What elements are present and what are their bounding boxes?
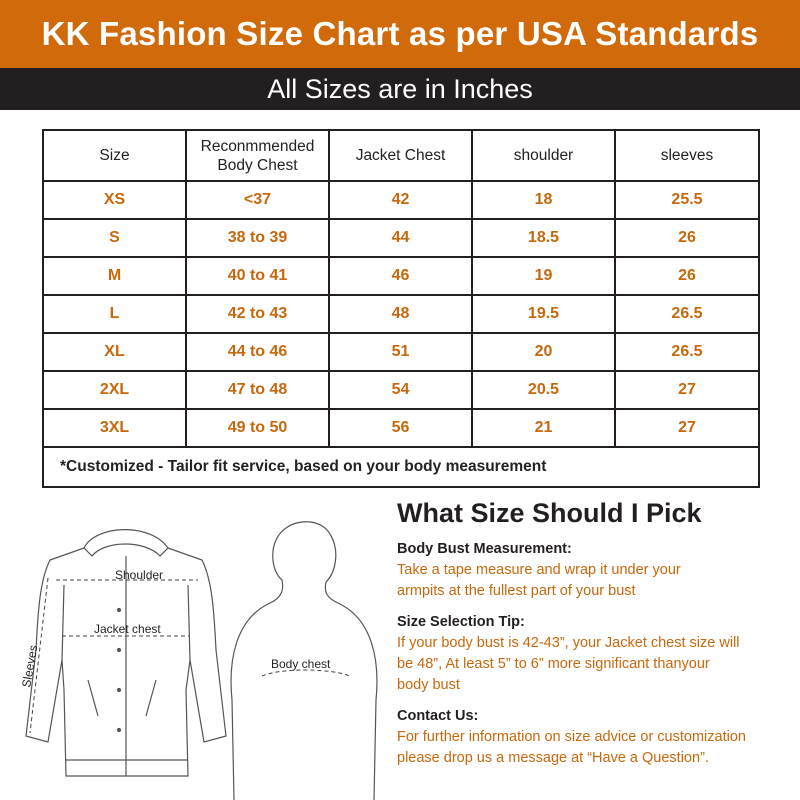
table-row: L 42 to 43 48 19.5 26.5 bbox=[42, 294, 760, 334]
shoulder-cell: 19 bbox=[471, 256, 616, 296]
table-row: M 40 to 41 46 19 26 bbox=[42, 256, 760, 296]
jacket-chest-cell: 51 bbox=[328, 332, 473, 372]
section-body: Take a tape measure and wrap it under yo… bbox=[397, 560, 797, 602]
shoulder-cell: 20.5 bbox=[471, 370, 616, 410]
column-header-body-chest: Reconmmended Body Chest bbox=[185, 129, 330, 182]
size-chart-table: Size Reconmmended Body Chest Jacket Ches… bbox=[42, 129, 760, 488]
sleeves-measure-line bbox=[29, 577, 49, 734]
body-chest-measure-line bbox=[261, 669, 351, 677]
size-cell: XS bbox=[42, 180, 187, 220]
table-note-row: *Customized - Tailor fit service, based … bbox=[42, 446, 760, 488]
advice-title: What Size Should I Pick bbox=[397, 498, 702, 528]
body-chest-label: Body chest bbox=[271, 657, 331, 671]
jacket-chest-cell: 44 bbox=[328, 218, 473, 258]
shoulder-label: Shoulder bbox=[115, 568, 163, 582]
jacket-body-outline bbox=[25, 547, 227, 777]
shoulder-cell: 20 bbox=[471, 332, 616, 372]
table-row: S 38 to 39 44 18.5 26 bbox=[42, 218, 760, 258]
jacket-chest-cell: 42 bbox=[328, 180, 473, 220]
column-header-sleeves: sleeves bbox=[614, 129, 760, 182]
subtitle-banner: All Sizes are in Inches bbox=[0, 68, 800, 110]
sleeves-cell: 26 bbox=[614, 218, 760, 258]
size-cell: L bbox=[42, 294, 187, 334]
table-row: 2XL 47 to 48 54 20.5 27 bbox=[42, 370, 760, 410]
shoulder-cell: 18 bbox=[471, 180, 616, 220]
jacket-collar bbox=[83, 529, 169, 557]
customization-note: *Customized - Tailor fit service, based … bbox=[42, 446, 760, 488]
body-silhouette-outline bbox=[230, 521, 378, 800]
size-cell: 2XL bbox=[42, 370, 187, 410]
column-header-size: Size bbox=[42, 129, 187, 182]
sleeves-cell: 25.5 bbox=[614, 180, 760, 220]
column-header-jacket-chest: Jacket Chest bbox=[328, 129, 473, 182]
section-heading: Body Bust Measurement: bbox=[397, 541, 572, 557]
shoulder-cell: 19.5 bbox=[471, 294, 616, 334]
sleeves-label: Sleeves bbox=[19, 644, 40, 688]
size-tip-section: Size Selection Tip: If your body bust is… bbox=[397, 614, 797, 696]
title-banner: KK Fashion Size Chart as per USA Standar… bbox=[0, 0, 800, 68]
jacket-chest-cell: 48 bbox=[328, 294, 473, 334]
shoulder-cell: 18.5 bbox=[471, 218, 616, 258]
jacket-measure-lines bbox=[29, 577, 198, 734]
body-chest-cell: 49 to 50 bbox=[185, 408, 330, 448]
size-cell: 3XL bbox=[42, 408, 187, 448]
size-cell: S bbox=[42, 218, 187, 258]
size-cell: M bbox=[42, 256, 187, 296]
body-chest-cell: 40 to 41 bbox=[185, 256, 330, 296]
body-illustration bbox=[230, 521, 378, 800]
table-row: 3XL 49 to 50 56 21 27 bbox=[42, 408, 760, 448]
section-line: For further information on size advice o… bbox=[397, 729, 746, 745]
sleeves-cell: 27 bbox=[614, 370, 760, 410]
section-line: armpits at the fullest part of your bust bbox=[397, 583, 636, 599]
sleeves-cell: 27 bbox=[614, 408, 760, 448]
jacket-chest-cell: 56 bbox=[328, 408, 473, 448]
section-body: If your body bust is 42-43”, your Jacket… bbox=[397, 633, 797, 696]
sleeves-cell: 26 bbox=[614, 256, 760, 296]
size-cell: XL bbox=[42, 332, 187, 372]
page-title: KK Fashion Size Chart as per USA Standar… bbox=[41, 15, 759, 52]
jacket-chest-cell: 54 bbox=[328, 370, 473, 410]
sleeves-cell: 26.5 bbox=[614, 332, 760, 372]
table-row: XS <37 42 18 25.5 bbox=[42, 180, 760, 220]
jacket-chest-cell: 46 bbox=[328, 256, 473, 296]
jacket-chest-label: Jacket chest bbox=[94, 622, 161, 636]
body-chest-cell: 44 to 46 bbox=[185, 332, 330, 372]
body-chest-cell: 47 to 48 bbox=[185, 370, 330, 410]
column-header-shoulder: shoulder bbox=[471, 129, 616, 182]
size-advice-panel: What Size Should I Pick Body Bust Measur… bbox=[397, 498, 797, 781]
section-line: body bust bbox=[397, 677, 460, 693]
section-heading: Contact Us: bbox=[397, 708, 479, 724]
jacket-illustration bbox=[25, 529, 227, 777]
section-line: be 48”, At least 5” to 6” more significa… bbox=[397, 656, 710, 672]
body-chest-header-text: Reconmmended Body Chest bbox=[200, 137, 315, 174]
measurement-illustrations: Shoulder Jacket chest Sleeves Body chest bbox=[19, 521, 378, 800]
sleeves-cell: 26.5 bbox=[614, 294, 760, 334]
table-row: XL 44 to 46 51 20 26.5 bbox=[42, 332, 760, 372]
contact-section: Contact Us: For further information on s… bbox=[397, 708, 797, 769]
section-body: For further information on size advice o… bbox=[397, 727, 797, 769]
section-line: Take a tape measure and wrap it under yo… bbox=[397, 562, 681, 578]
section-line: please drop us a message at “Have a Ques… bbox=[397, 750, 709, 766]
shoulder-cell: 21 bbox=[471, 408, 616, 448]
body-chest-cell: <37 bbox=[185, 180, 330, 220]
body-chest-cell: 38 to 39 bbox=[185, 218, 330, 258]
section-line: If your body bust is 42-43”, your Jacket… bbox=[397, 635, 740, 651]
section-heading: Size Selection Tip: bbox=[397, 614, 525, 630]
page-subtitle: All Sizes are in Inches bbox=[267, 73, 533, 104]
table-header-row: Size Reconmmended Body Chest Jacket Ches… bbox=[42, 129, 760, 182]
body-chest-cell: 42 to 43 bbox=[185, 294, 330, 334]
body-bust-section: Body Bust Measurement: Take a tape measu… bbox=[397, 541, 797, 602]
